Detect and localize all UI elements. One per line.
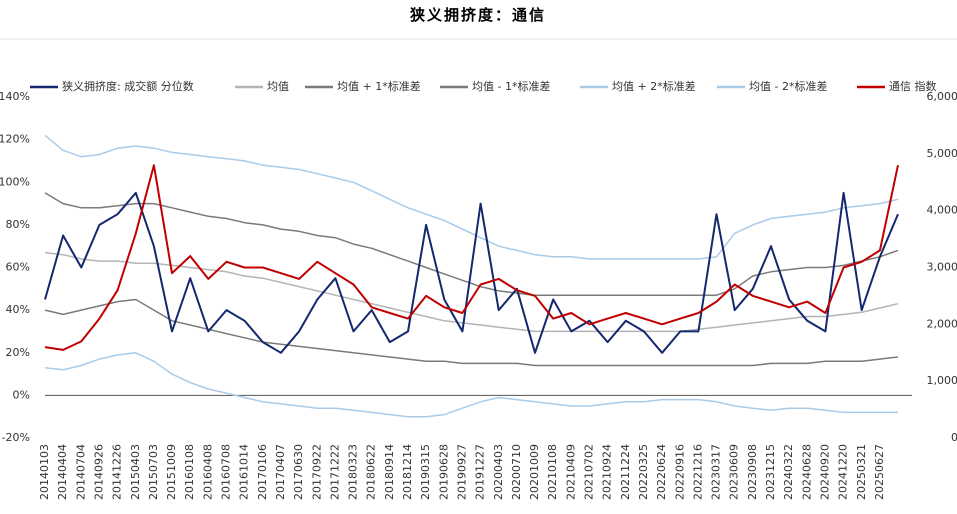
x-tick-label: 20160408 <box>201 444 214 500</box>
x-tick-label: 20170630 <box>292 444 305 500</box>
legend-label: 均值 - 1*标准差 <box>472 79 550 93</box>
y-tick-label: 100% <box>0 175 30 188</box>
y2-tick-label: 2,000 <box>927 317 957 330</box>
series-line <box>44 251 899 333</box>
x-tick-label: 20170407 <box>274 444 287 500</box>
x-tick-label: 20231215 <box>764 444 777 500</box>
legend-label: 均值 + 2*标准差 <box>612 79 696 93</box>
x-tick-label: 20241220 <box>837 444 850 500</box>
x-tick-label: 20191227 <box>474 444 487 500</box>
y-tick-label: 0% <box>13 388 30 401</box>
x-tick-label: 20221216 <box>691 444 704 500</box>
x-tick-label: 20140103 <box>38 444 51 500</box>
x-tick-label: 20170106 <box>256 444 269 500</box>
x-tick-label: 20190628 <box>437 444 450 500</box>
x-tick-label: 20240628 <box>800 444 813 500</box>
legend-label: 均值 - 2*标准差 <box>749 79 827 93</box>
x-tick-label: 20210108 <box>546 444 559 500</box>
y-tick-label: 40% <box>6 303 30 316</box>
x-tick-label: 20170922 <box>310 444 323 500</box>
x-tick-label: 20190927 <box>455 444 468 500</box>
series-line <box>44 134 899 260</box>
x-tick-label: 20160108 <box>183 444 196 500</box>
legend-label: 狭义拥挤度: 成交额 分位数 <box>62 79 194 93</box>
x-tick-label: 20161014 <box>238 444 251 500</box>
y2-tick-label: 4,000 <box>927 204 957 217</box>
x-tick-label: 20160708 <box>220 444 233 500</box>
chart-title: 狭义拥挤度：通信 <box>409 6 546 24</box>
x-tick-label: 20201009 <box>528 444 541 500</box>
x-tick-label: 20230317 <box>710 444 723 500</box>
y-tick-label: -20% <box>2 431 30 444</box>
x-tick-label: 20210409 <box>564 444 577 500</box>
x-tick-label: 20151009 <box>165 444 178 500</box>
x-tick-label: 20181214 <box>401 444 414 500</box>
x-tick-label: 20180323 <box>347 444 360 500</box>
x-tick-label: 20190315 <box>419 444 432 500</box>
x-tick-label: 20211224 <box>619 444 632 500</box>
series-line <box>44 191 899 354</box>
x-tick-label: 20140404 <box>56 444 69 500</box>
x-tick-label: 20180914 <box>383 444 396 500</box>
y2-tick-label: 6,000 <box>927 90 957 103</box>
y-tick-label: 80% <box>6 218 30 231</box>
x-tick-label: 20200710 <box>510 444 523 500</box>
y-tick-label: 120% <box>0 133 30 146</box>
x-tick-label: 20220916 <box>673 444 686 500</box>
y-tick-label: 60% <box>6 261 30 274</box>
legend-label: 均值 + 1*标准差 <box>337 79 421 93</box>
x-tick-label: 20141226 <box>111 444 124 500</box>
series-line <box>44 298 899 367</box>
x-tick-label: 20240322 <box>782 444 795 500</box>
x-tick-label: 20230609 <box>728 444 741 500</box>
x-tick-label: 20220624 <box>655 444 668 500</box>
x-tick-label: 20220325 <box>637 444 650 500</box>
x-tick-label: 20210702 <box>583 444 596 500</box>
x-tick-label: 20230908 <box>746 444 759 500</box>
x-tick-label: 20140704 <box>74 444 87 500</box>
y2-tick-label: 3,000 <box>927 261 957 274</box>
y2-tick-label: 5,000 <box>927 147 957 160</box>
x-tick-label: 20250321 <box>855 444 868 500</box>
x-tick-label: 20240920 <box>818 444 831 500</box>
series-line <box>44 192 899 296</box>
x-tick-label: 20250627 <box>873 444 886 500</box>
y-tick-label: 20% <box>6 346 30 359</box>
x-tick-label: 20140926 <box>92 444 105 500</box>
x-tick-label: 20150703 <box>147 444 160 500</box>
y2-tick-label: 1,000 <box>927 374 957 387</box>
x-tick-label: 20180622 <box>365 444 378 500</box>
x-tick-label: 20150403 <box>129 444 142 500</box>
legend-label: 通信 指数 <box>889 79 937 93</box>
series-line <box>44 164 899 351</box>
x-tick-label: 20171222 <box>328 444 341 500</box>
series-line <box>44 352 898 418</box>
x-tick-label: 20210924 <box>601 444 614 500</box>
y2-tick-label: 0 <box>951 431 957 444</box>
x-tick-label: 20200403 <box>492 444 505 500</box>
y-tick-label: 140% <box>0 90 30 103</box>
legend-label: 均值 <box>267 80 289 93</box>
